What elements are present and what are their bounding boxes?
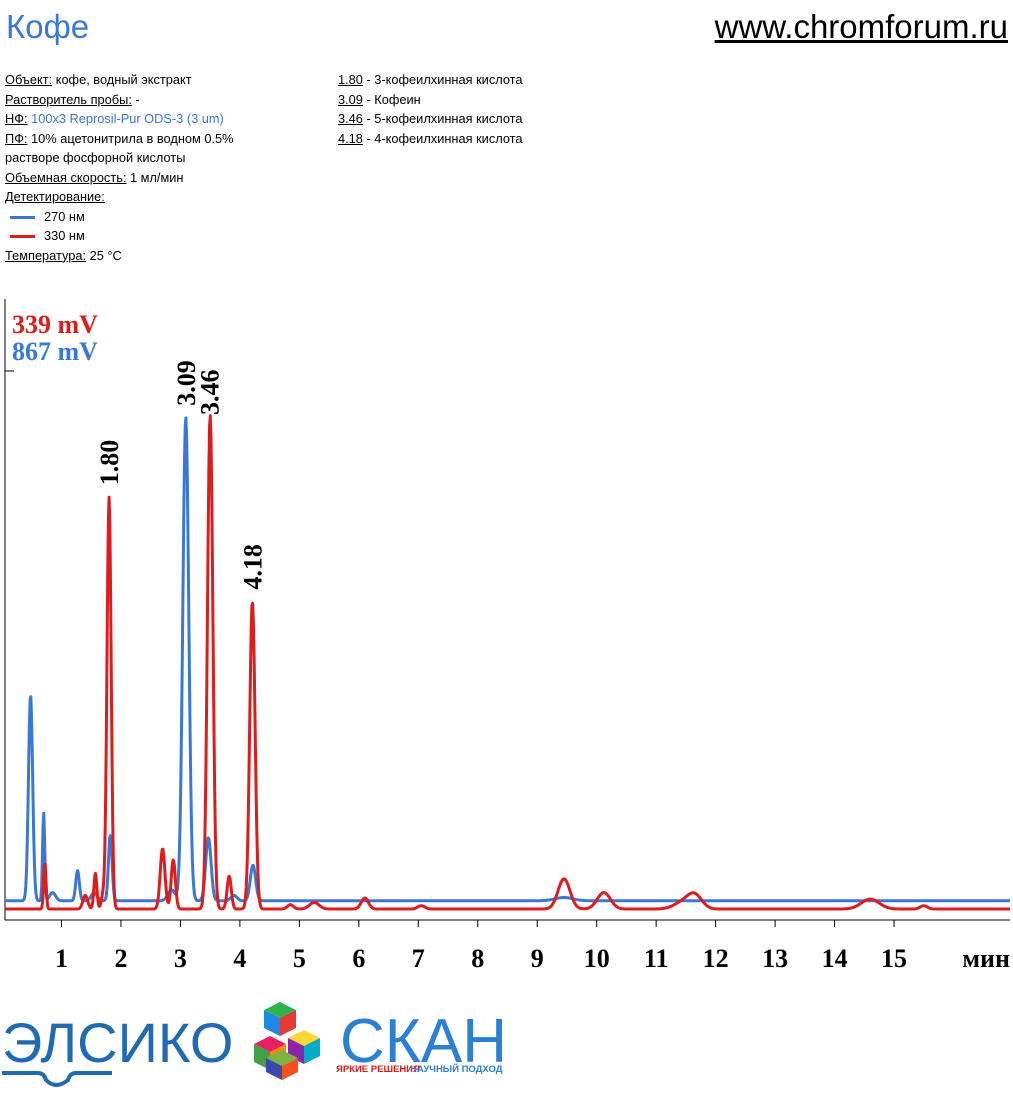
legend-270-label: 270 нм [44,208,85,224]
logo-row: ЭЛСИКО СКАН ЯРКИЕ РЕШЕНИЯ НАУЧНЫЙ ПОДХОД [0,1000,560,1092]
object-value: кофе, водный экстракт [52,72,192,87]
x-tick-label: 10 [584,944,610,973]
flow-value: 1 мл/мин [126,169,184,185]
page-title: Кофе [6,8,90,45]
x-tick-label: 9 [531,944,544,973]
mobile-phase-value-cont: растворе фосфорной кислоты [5,150,186,165]
x-tick-label: 14 [822,944,848,973]
cube-logo-icon [254,1002,320,1080]
legend-swatch-270 [10,215,35,219]
peak-label: 3.46 [196,370,225,416]
legend-swatch-330 [10,235,35,239]
site-link[interactable]: www.chromforum.ru [714,8,1008,45]
peak-list: 1.80 - 3-кофеилхинная кислота 3.09 - Коф… [338,70,523,148]
x-tick-label: 8 [471,944,484,973]
x-tick-label: 1 [55,944,68,973]
stationary-phase-label: НФ: [5,111,28,126]
solvent-value: - [131,91,140,107]
x-tick-label: 13 [762,944,788,973]
scan-tagline-blue: НАУЧНЫЙ ПОДХОД [410,1063,503,1075]
conditions-block: Объект: кофе, водный экстракт Растворите… [5,70,234,265]
trace-330-нм [4,414,1011,911]
trace-270-нм [4,416,1011,903]
x-ticks: 1 2 3 4 5 6 7 8 9 10 11 12 13 14 15 [55,920,907,973]
peak-label: 1.80 [95,440,124,486]
x-axis-label: мин [962,944,1010,973]
peak-rt: 3.09 [338,91,363,107]
fullscale-270-label: 867 mV [12,337,98,366]
x-tick-label: 2 [114,944,127,973]
temperature-label: Температура: [5,247,87,263]
peak-labels: 1.80 3.093.46 4.18 [95,360,267,589]
logos: ЭЛСИКО СКАН ЯРКИЕ РЕШЕНИЯ НАУЧНЫЙ ПОДХОД [2,1002,507,1087]
elsiko-wordmark: ЭЛСИКО [2,1011,233,1074]
x-tick-label: 12 [703,944,729,973]
elsiko-wave-icon [2,1071,112,1087]
peak-name: - 4-кофеилхинная кислота [362,130,523,146]
peak-name: - Кофеин [362,91,421,107]
mobile-phase-label: ПФ: [5,130,28,146]
solvent-label: Растворитель пробы: [5,91,132,107]
chromatogram-chart: 1 2 3 4 5 6 7 8 9 10 11 12 13 14 15 1.803.093.464.18 3… [4,299,1011,973]
peak-name: - 3-кофеилхинная кислота [362,72,523,87]
x-tick-label: 11 [644,944,669,973]
mobile-phase-value: 10% ацетонитрила в водном 0.5% [27,130,234,146]
scan-tagline-red: ЯРКИЕ РЕШЕНИЯ [336,1064,420,1075]
x-tick-label: 5 [293,944,306,973]
temperature-value: 25 °C [86,247,122,263]
flow-label: Объемная скорость: [5,169,127,185]
peak-name: - 5-кофеилхинная кислота [362,111,523,126]
elsiko-logo: ЭЛСИКО [2,1011,233,1087]
fullscale-330-label: 339 mV [12,310,98,339]
detection-label: Детектирование: [5,189,105,204]
x-tick-label: 15 [881,944,907,973]
x-tick-label: 4 [233,944,246,973]
traces [4,414,1011,911]
stationary-phase-link[interactable]: 100x3 Reprosil-Pur ODS-3 (3 um) [27,111,224,126]
peak-rt: 1.80 [338,72,363,87]
peak-label: 4.18 [238,544,267,590]
scan-wordmark: СКАН [340,1007,507,1076]
x-tick-label: 3 [174,944,187,973]
peak-rt: 4.18 [338,130,363,146]
x-tick-label: 7 [412,944,425,973]
peak-label: 3.09 [172,360,201,406]
legend-330-label: 330 нм [44,228,85,243]
object-label: Объект: [5,72,53,87]
x-tick-label: 6 [352,944,365,973]
peak-rt: 3.46 [338,111,363,126]
